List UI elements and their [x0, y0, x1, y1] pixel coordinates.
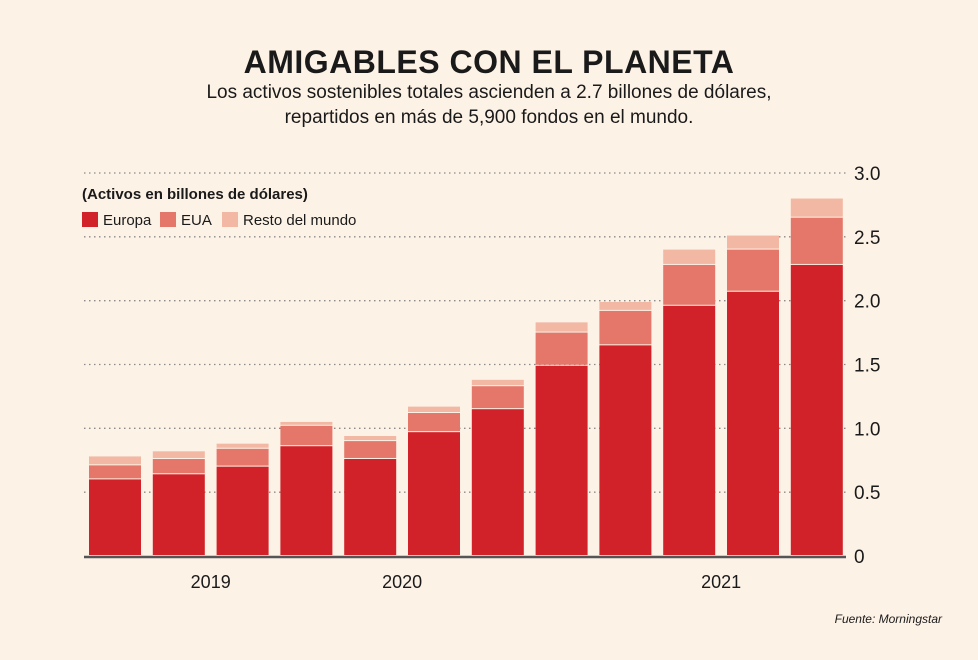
y-tick-label: 1.0 [854, 419, 880, 440]
source-note: Fuente: Morningstar [834, 612, 942, 626]
bar-europa-6 [408, 432, 460, 555]
bar-resto-del-mundo-10 [663, 249, 716, 264]
bar-eua-3 [216, 448, 269, 466]
legend-swatch-resto-del-mundo [222, 212, 238, 227]
x-label-2021: 2021 [701, 572, 741, 592]
bar-resto-del-mundo-2 [152, 451, 205, 458]
y-tick-label: 0.5 [854, 483, 880, 504]
bar-eua-7 [471, 386, 524, 409]
bar-europa-5 [344, 458, 397, 555]
y-tick-label: 1.5 [854, 356, 880, 377]
legend-label-eua: EUA [181, 212, 212, 229]
bar-europa-7 [471, 409, 524, 555]
legend-label-europa: Europa [103, 212, 152, 229]
bar-eua-12 [790, 217, 843, 264]
legend-label-resto-del-mundo: Resto del mundo [243, 212, 356, 229]
unit-label: (Activos en billones de dólares) [82, 186, 308, 203]
bar-eua-4 [280, 425, 333, 446]
bar-europa-11 [727, 291, 779, 555]
x-label-2019: 2019 [191, 572, 231, 592]
legend-swatch-europa [82, 212, 98, 227]
subtitle-line-1: Los activos sostenibles totales asciende… [206, 82, 772, 103]
bar-europa-12 [790, 264, 843, 555]
axes: 0 0.5 1.0 1.5 2.0 2.5 3.0 2019 2020 2021 [84, 164, 880, 592]
bar-eua-1 [89, 465, 141, 479]
bar-europa-2 [152, 474, 205, 555]
bar-resto-del-mundo-6 [408, 406, 460, 413]
bar-eua-8 [535, 332, 588, 365]
subtitle-line-2: repartidos en más de 5,900 fondos en el … [284, 107, 694, 128]
bar-europa-3 [216, 466, 269, 555]
bar-resto-del-mundo-8 [535, 322, 588, 332]
bar-eua-9 [599, 310, 652, 345]
bar-resto-del-mundo-7 [471, 379, 524, 386]
bar-resto-del-mundo-1 [89, 456, 141, 465]
legend: (Activos en billones de dólares) Europa E… [82, 186, 356, 229]
bar-eua-10 [663, 264, 716, 305]
bar-europa-10 [663, 305, 716, 555]
bar-eua-6 [408, 413, 460, 432]
grid-lines [84, 172, 846, 493]
bar-europa-1 [89, 479, 141, 555]
bar-eua-11 [727, 249, 779, 291]
bar-resto-del-mundo-12 [790, 198, 843, 217]
x-label-2020: 2020 [382, 572, 422, 592]
bar-resto-del-mundo-4 [280, 421, 333, 425]
legend-swatch-eua [160, 212, 176, 227]
bar-eua-5 [344, 441, 397, 458]
bar-europa-4 [280, 446, 333, 555]
y-tick-label: 2.5 [854, 228, 880, 249]
bar-eua-2 [152, 458, 205, 474]
bar-resto-del-mundo-9 [599, 301, 652, 310]
bar-resto-del-mundo-5 [344, 435, 397, 441]
y-tick-label: 3.0 [854, 164, 880, 185]
y-tick-label: 0 [854, 547, 865, 568]
page-title: AMIGABLES CON EL PLANETA [243, 44, 735, 80]
bar-europa-9 [599, 345, 652, 555]
bar-resto-del-mundo-11 [727, 235, 779, 249]
y-tick-label: 2.0 [854, 292, 880, 313]
subtitle: Los activos sostenibles totales asciende… [0, 80, 978, 130]
bar-resto-del-mundo-3 [216, 443, 269, 448]
bar-europa-8 [535, 365, 588, 555]
bars [89, 198, 843, 555]
